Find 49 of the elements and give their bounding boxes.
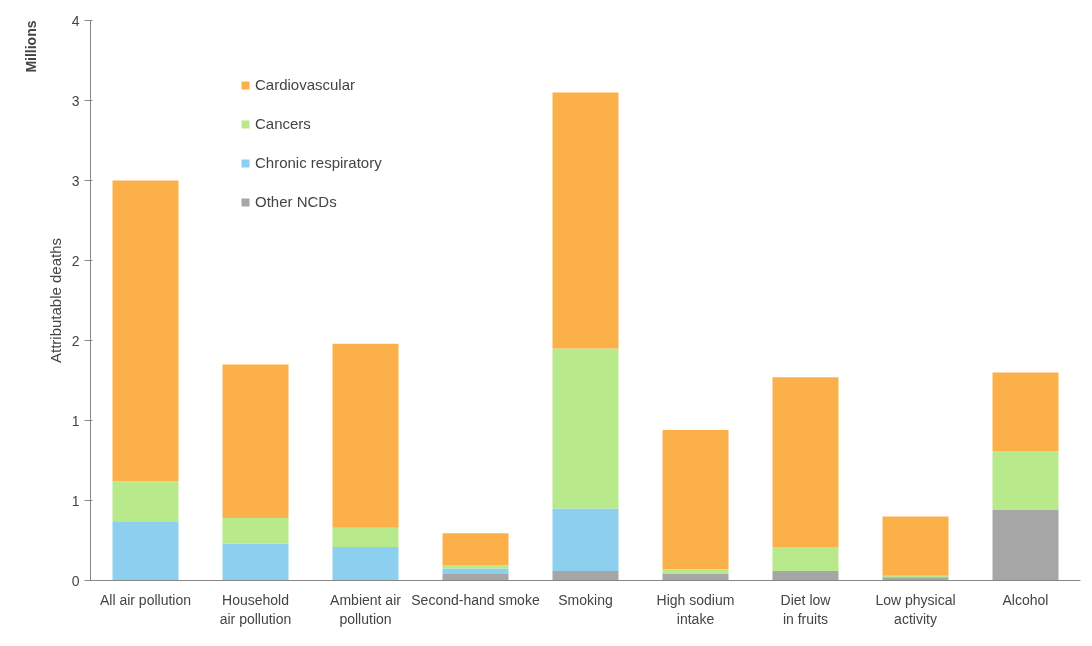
bar	[442, 565, 509, 569]
bar	[552, 508, 619, 571]
text: Millions	[22, 20, 39, 73]
x-tick-label: Ambient air pollution	[330, 591, 402, 627]
bar	[772, 377, 839, 547]
bar	[222, 543, 289, 581]
legend-label: Chronic respiratory	[255, 154, 382, 171]
bar	[772, 546, 839, 571]
bar	[442, 574, 509, 581]
bar	[992, 510, 1059, 581]
bar	[552, 92, 619, 349]
bar	[332, 546, 399, 581]
bar	[552, 348, 619, 509]
y-tick-label: 2	[71, 252, 80, 269]
y-axis-title: Attributable deaths	[46, 237, 64, 364]
bar	[222, 518, 289, 544]
y-tick-label: 1	[71, 412, 80, 429]
x-tick-label: Second-hand smoke	[411, 591, 540, 608]
y-tick-label: 3	[71, 92, 80, 109]
bar	[662, 569, 729, 575]
y-tick-label: 1	[71, 492, 80, 509]
bar	[112, 521, 179, 581]
x-tick-label: All air pollution	[99, 591, 192, 608]
x-tick-label: Household air pollution	[219, 591, 292, 627]
x-tick-label: Low physical activity	[875, 591, 956, 627]
legend-label: Cancers	[255, 115, 311, 132]
bar	[662, 574, 729, 581]
y-tick-label: 3	[71, 172, 80, 189]
bar	[332, 527, 399, 547]
bar	[662, 430, 729, 570]
y-tick-label: 2	[71, 332, 80, 349]
x-tick-label: Diet low in fruits	[780, 591, 832, 627]
bar	[992, 450, 1059, 511]
x-tick-label: High sodium intake	[656, 591, 735, 627]
bar	[552, 570, 619, 581]
y-tick-label: 4	[71, 12, 80, 29]
bar	[112, 481, 179, 522]
bar	[882, 516, 949, 576]
bar	[992, 372, 1059, 451]
x-tick-label: Alcohol	[1002, 591, 1049, 608]
bar	[772, 570, 839, 581]
bar	[112, 180, 179, 482]
bar	[332, 343, 399, 528]
legend-label: Other NCDs	[255, 193, 337, 210]
bar	[222, 364, 289, 519]
y-tick-label: 0	[71, 572, 80, 589]
x-tick-label: Smoking	[558, 591, 613, 608]
bar	[442, 533, 509, 566]
legend-label: Cardiovascular	[255, 76, 356, 93]
